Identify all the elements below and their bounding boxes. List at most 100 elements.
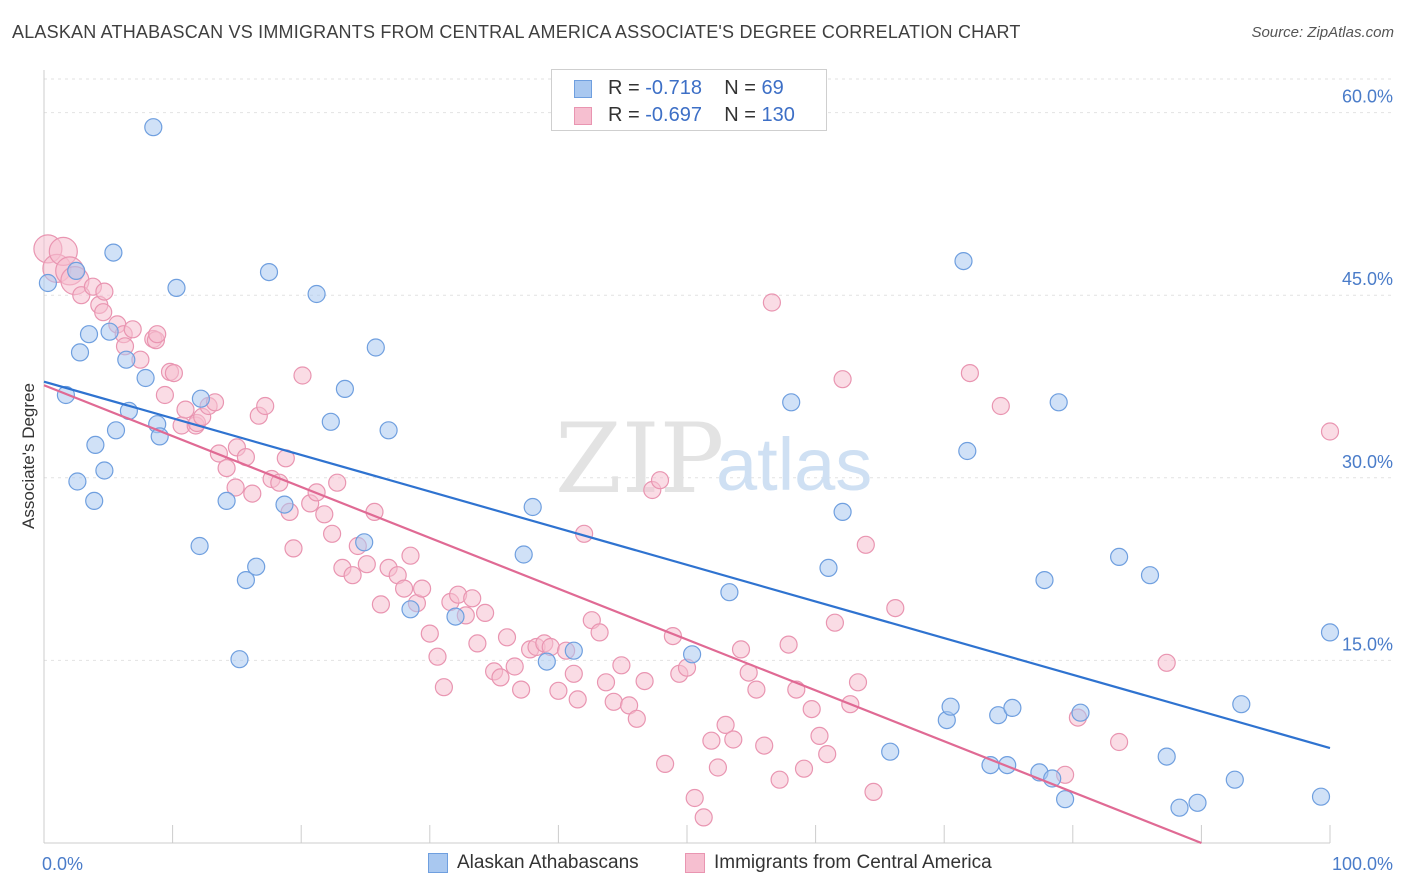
athabascan-point [247,557,266,576]
athabascan-point [275,495,294,514]
athabascan-point [259,263,279,282]
immigrants-point [604,692,623,711]
immigrants-point [176,400,195,419]
athabascan-point [167,278,186,297]
athabascan-point [85,491,104,510]
athabascan-point [100,322,119,341]
athabascan-point [117,350,136,369]
athabascan-trendline [43,380,1331,750]
athabascan-point [1232,695,1251,714]
immigrants-point [505,657,524,676]
immigrants-point [568,690,587,709]
athabascan-point [217,491,236,510]
x-tick-label: 100.0% [1332,854,1393,874]
immigrants-point [779,635,798,654]
athabascan-point [104,243,123,262]
athabascan-point [95,461,114,480]
athabascan-point [321,412,340,431]
athabascan-point [954,252,973,271]
athabascan-point [379,421,398,440]
immigrants-point [434,678,453,697]
tick-labels: 15.0% 30.0% 45.0% 60.0% 0.0% 100.0% [42,87,1393,874]
immigrants-point [1320,422,1340,441]
bottom-legend-swatch-blue [428,853,448,873]
immigrants-point [1157,653,1176,672]
athabascan-point [989,706,1008,725]
athabascan-point [191,389,210,408]
athabascan-point [1188,793,1207,812]
immigrants-point [802,699,821,719]
athabascan-point [782,393,801,412]
immigrants-point [635,671,654,691]
immigrants-point [315,505,334,524]
athabascan-point [1225,770,1244,789]
athabascan-point [136,368,155,388]
athabascan-point [819,558,838,578]
legend-r-label: R = [608,104,646,126]
y-tick-label: 45.0% [1342,269,1393,289]
immigrants-point [95,282,114,301]
immigrants-point [428,647,447,666]
watermark-atlas: atlas [716,423,872,506]
immigrants-point [284,539,303,558]
bottom-legend-label: Immigrants from Central America [714,852,992,873]
legend-r-value: -0.718 [645,77,702,99]
immigrants-point [564,664,583,683]
immigrants-point [164,364,183,383]
immigrants-point [155,385,174,405]
immigrants-point [685,788,704,808]
immigrants-point [226,478,245,497]
immigrants-point [716,715,735,735]
legend-swatch-blue [574,80,592,98]
athabascan-point [564,641,583,660]
immigrants-point [293,366,312,385]
legend-n-label: N = [724,77,762,99]
immigrants-point [123,320,142,339]
x-tick-label: 0.0% [42,854,83,874]
athabascan-point [1055,790,1075,809]
immigrants-point [491,668,510,687]
immigrants-point [413,579,432,598]
immigrants-point [747,680,766,699]
immigrants-point [731,640,751,659]
athabascan-point [958,441,977,461]
trendlines [43,380,1331,845]
immigrants-point [794,759,814,778]
immigrants-point [468,634,487,653]
athabascan-point [79,325,99,344]
immigrants-point [724,730,743,749]
athabascan-point [335,379,354,398]
athabascan-point [1035,570,1054,590]
immigrants-point [655,754,675,774]
correlation-legend: R = -0.718 N = 69 R = -0.697 N = 130 [551,69,827,131]
immigrants-point [343,566,362,585]
legend-r-label: R = [608,77,646,99]
athabascan-point [190,536,209,556]
athabascan-point [144,118,163,137]
athabascan-point [1311,787,1331,806]
immigrants-point [463,589,482,608]
immigrants-point [371,595,390,614]
athabascan-point [86,435,105,454]
bottom-legend-swatch-pink [685,853,705,873]
immigrants-point [833,370,852,389]
immigrants-point [702,731,721,750]
athabascan-point [1170,798,1189,817]
athabascan-point [682,645,702,664]
bottom-legend-label: Alaskan Athabascans [457,852,639,873]
athabascan-point [236,570,255,590]
immigrants-point [401,546,420,565]
series-immigrants-points [33,234,1340,827]
immigrants-trendline [43,384,1202,845]
immigrants-point [694,808,713,827]
athabascan-point [1109,547,1129,567]
immigrants-point [357,555,376,574]
immigrants-point [856,535,875,554]
immigrants-point [596,673,616,692]
series-athabascan-points [38,118,1340,817]
immigrants-point [770,770,789,789]
immigrants-point [818,744,837,764]
athabascan-point [1003,698,1022,718]
athabascan-point [446,607,465,626]
